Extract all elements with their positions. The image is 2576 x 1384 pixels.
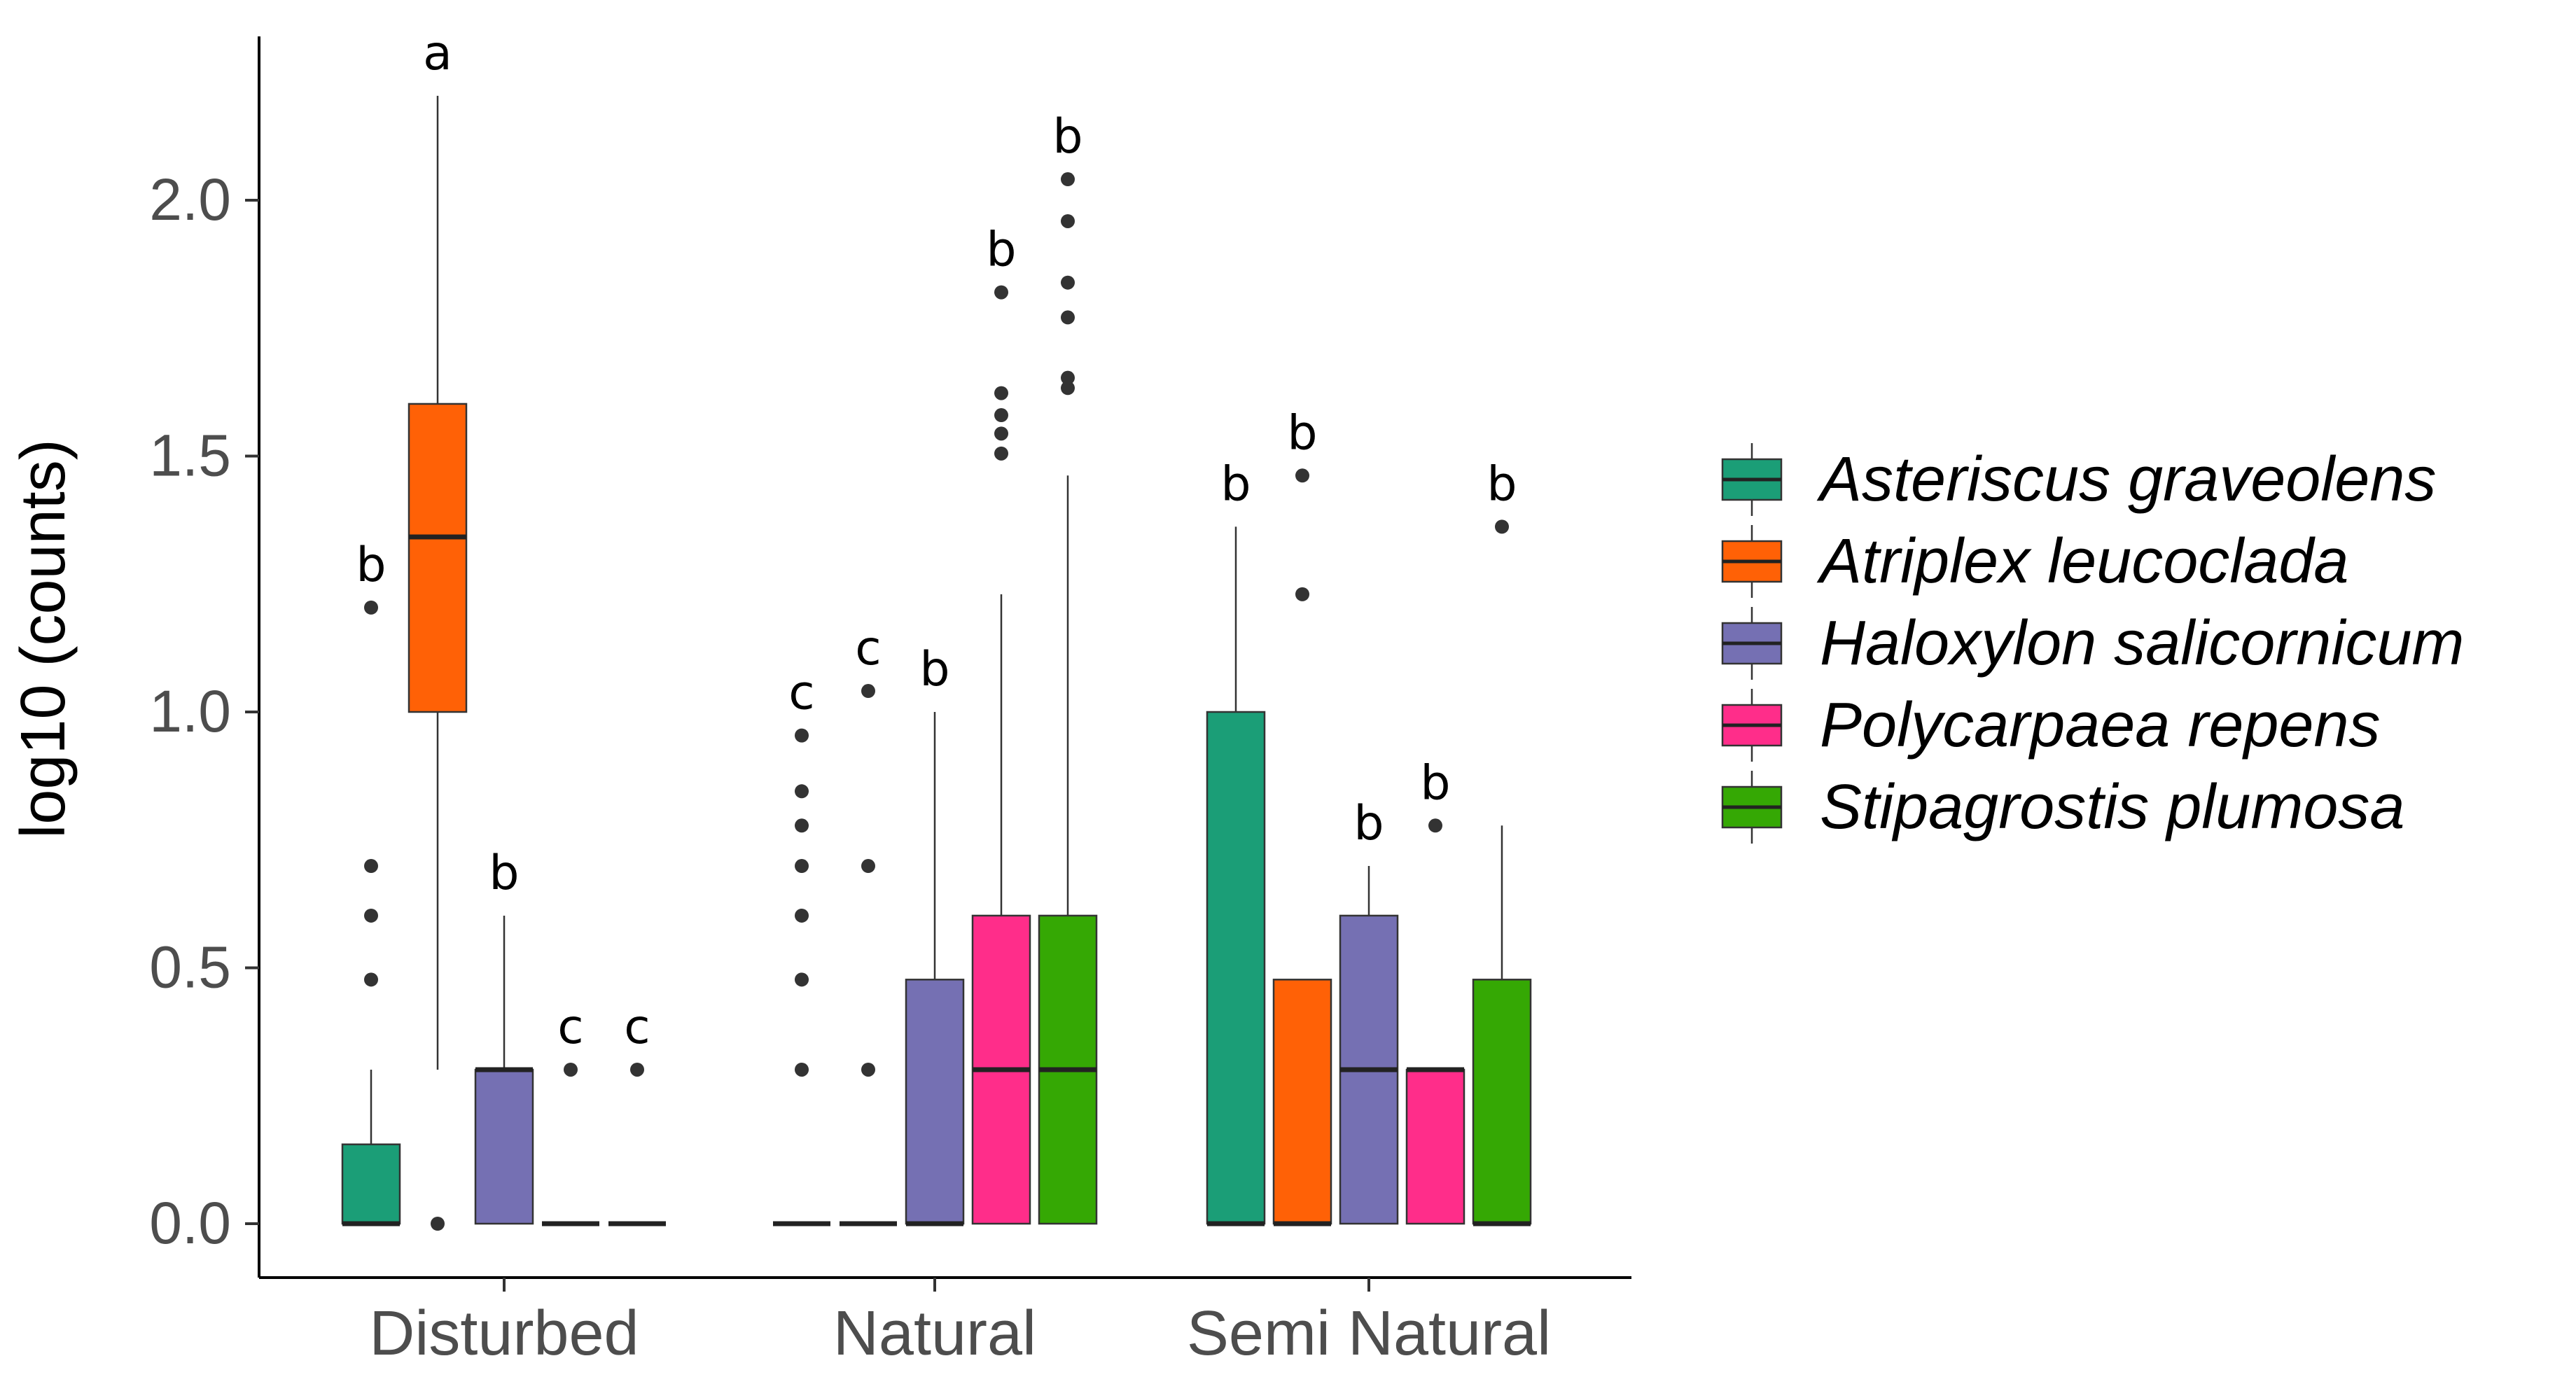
outlier-point — [1428, 818, 1442, 833]
x-tick-label: Disturbed — [369, 1299, 639, 1369]
box-atriplex-leucoclada-semi-natural: b — [1272, 405, 1332, 1226]
outlier-point — [1061, 275, 1075, 290]
outlier-point — [994, 446, 1008, 461]
box-atriplex-leucoclada-disturbed: a — [408, 26, 468, 1231]
outlier-point — [861, 1062, 875, 1077]
significance-letter: c — [788, 666, 814, 721]
legend-item: Stipagrostis plumosa — [1721, 771, 2404, 844]
outlier-point — [1495, 519, 1509, 534]
box-asteriscus-graveolens-disturbed: b — [341, 538, 401, 1226]
box-haloxylon-salicornicum-natural: b — [905, 642, 965, 1226]
legend-label: Asteriscus graveolens — [1816, 445, 2436, 515]
box-body — [905, 979, 965, 1225]
significance-letter: a — [423, 26, 452, 81]
significance-letter: c — [624, 1000, 650, 1055]
outlier-point — [564, 1062, 578, 1077]
box-asteriscus-graveolens-natural: c — [773, 666, 830, 1226]
significance-letter: c — [557, 1000, 583, 1055]
box-body — [408, 403, 468, 713]
outlier-point — [861, 859, 875, 874]
box-polycarpaea-repens-natural: b — [971, 223, 1031, 1225]
outlier-point — [795, 908, 809, 923]
legend-label: Stipagrostis plumosa — [1820, 772, 2404, 842]
y-tick-label: 0.5 — [149, 935, 231, 1000]
outlier-point — [795, 728, 809, 743]
outlier-point — [861, 684, 875, 699]
outlier-point — [364, 908, 378, 923]
box-asteriscus-graveolens-semi-natural: b — [1206, 456, 1266, 1226]
box-body — [1405, 1068, 1465, 1225]
significance-letter: c — [855, 621, 881, 676]
outlier-point — [1061, 310, 1075, 325]
box-body — [341, 1143, 401, 1225]
legend-label: Haloxylon salicornicum — [1820, 608, 2464, 678]
outlier-point — [364, 600, 378, 615]
box-haloxylon-salicornicum-semi-natural: b — [1339, 796, 1399, 1225]
box-body — [1272, 979, 1332, 1225]
box-body — [1206, 711, 1266, 1225]
outlier-point — [994, 285, 1008, 300]
outlier-point — [795, 784, 809, 799]
significance-letter: b — [489, 846, 519, 901]
significance-letter: b — [1220, 456, 1251, 512]
box-body — [1472, 979, 1532, 1225]
outlier-point — [1061, 172, 1075, 187]
outlier-point — [994, 408, 1008, 423]
box-polycarpaea-repens-semi-natural: b — [1405, 755, 1465, 1225]
x-tick-label: Semi Natural — [1187, 1299, 1551, 1369]
significance-letter: b — [919, 642, 949, 697]
significance-letter: b — [1487, 456, 1517, 512]
outlier-point — [1061, 214, 1075, 228]
outlier-point — [795, 859, 809, 874]
legend-item: Asteriscus graveolens — [1721, 443, 2436, 516]
legend-label: Polycarpaea repens — [1820, 690, 2381, 760]
outlier-point — [1295, 587, 1309, 601]
box-stipagrostis-plumosa-disturbed: c — [608, 1000, 666, 1226]
outlier-point — [630, 1062, 644, 1077]
legend-item: Haloxylon salicornicum — [1721, 607, 2464, 680]
y-tick-label: 1.5 — [149, 423, 231, 489]
box-stipagrostis-plumosa-natural: b — [1038, 109, 1098, 1225]
significance-letter: b — [356, 538, 386, 593]
significance-letter: b — [986, 223, 1016, 278]
significance-letter: b — [1052, 109, 1082, 165]
outlier-point — [364, 972, 378, 987]
legend-item: Atriplex leucoclada — [1721, 525, 2348, 598]
axes: 0.0 0.5 1.0 1.5 2.0 Disturbed Natural Semi Natu… — [8, 36, 1631, 1369]
significance-letter: b — [1353, 796, 1384, 851]
outlier-point — [795, 972, 809, 987]
outlier-point — [1295, 468, 1309, 483]
outlier-point — [1061, 370, 1075, 385]
box-atriplex-leucoclada-natural: c — [840, 621, 897, 1226]
outlier-point — [795, 1062, 809, 1077]
legend-label: Atriplex leucoclada — [1816, 526, 2348, 596]
y-tick-label: 0.0 — [149, 1190, 231, 1256]
outlier-point — [364, 859, 378, 874]
outlier-point — [795, 818, 809, 833]
outlier-point — [994, 386, 1008, 400]
box-polycarpaea-repens-disturbed: c — [542, 1000, 599, 1226]
outlier-point — [994, 426, 1008, 441]
outlier-point — [1061, 381, 1075, 396]
significance-letter: b — [1287, 405, 1317, 461]
box-haloxylon-salicornicum-disturbed: b — [474, 846, 534, 1225]
y-tick-label: 1.0 — [149, 678, 231, 744]
outlier-point — [431, 1217, 445, 1231]
box-stipagrostis-plumosa-semi-natural: b — [1472, 456, 1532, 1226]
y-tick-label: 2.0 — [149, 167, 231, 232]
x-tick-label: Natural — [833, 1299, 1036, 1369]
legend-item: Polycarpaea repens — [1721, 689, 2381, 762]
y-axis-title: log10 (counts) — [8, 439, 78, 838]
box-body — [474, 1068, 534, 1225]
significance-letter: b — [1420, 755, 1450, 811]
legend: Asteriscus graveolens Atriplex leucoclada… — [1721, 443, 2464, 844]
